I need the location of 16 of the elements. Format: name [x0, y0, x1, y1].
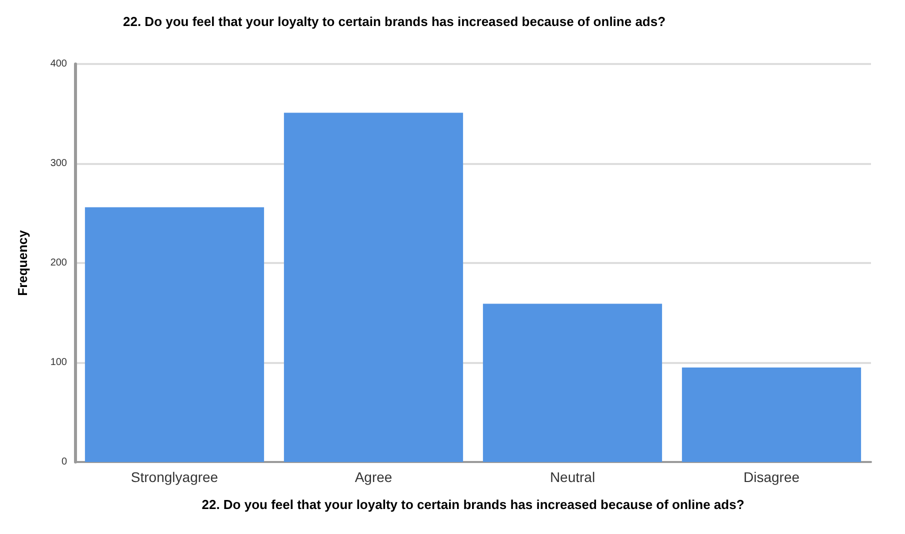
y-tick-label: 400 — [50, 58, 68, 70]
bar — [682, 367, 862, 462]
x-tick-label: Neutral — [550, 469, 596, 485]
bar — [84, 207, 264, 462]
y-tick-label: 100 — [50, 357, 68, 368]
x-tick-label: Stronglyagree — [130, 469, 218, 485]
x-axis-title: 22. Do you feel that your loyalty to certain brands has increased because of online ads? — [202, 497, 744, 512]
y-tick-label: 300 — [50, 158, 68, 169]
y-tick-label: 0 — [61, 456, 68, 468]
x-tick-label: Agree — [354, 469, 392, 485]
y-tick-label: 200 — [50, 258, 68, 268]
x-tick-label: Disagree — [743, 469, 800, 485]
chart-title: 22. Do you feel that your loyalty to certain brands has increased because of online ads? — [123, 14, 666, 29]
bar — [284, 112, 464, 462]
y-axis-title: Frequency — [15, 229, 30, 296]
bar — [482, 304, 662, 462]
